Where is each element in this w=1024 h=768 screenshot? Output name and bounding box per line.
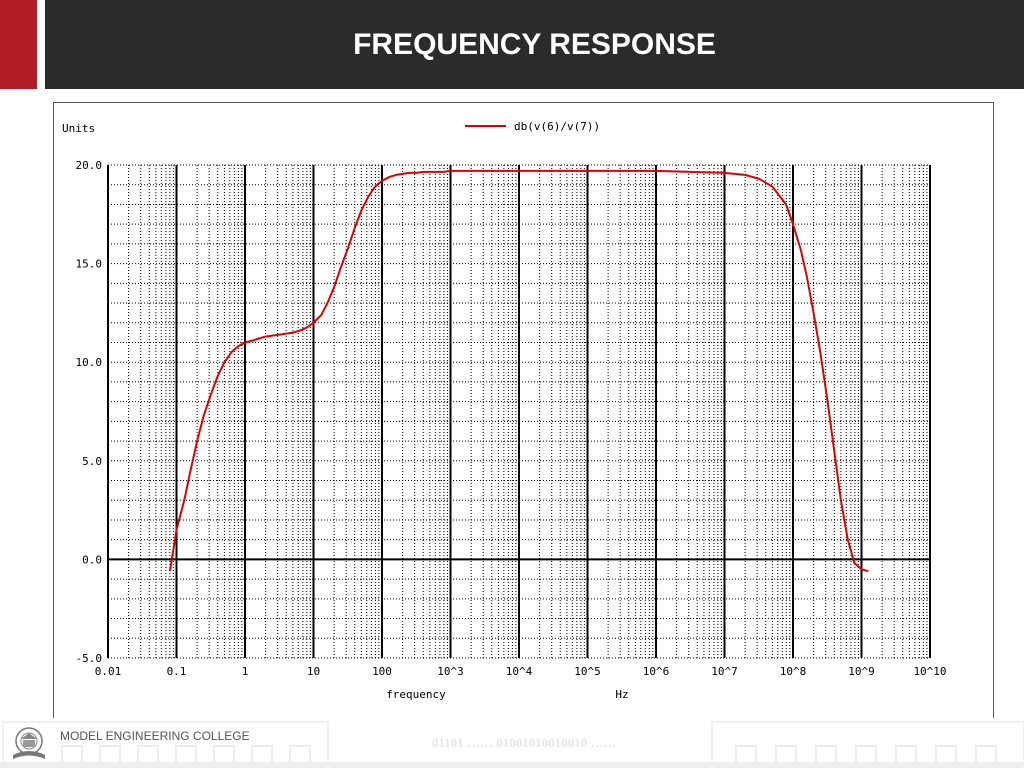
footer-binary-text: 01101 …… 01001010010010 …… bbox=[432, 735, 617, 750]
header-bar bbox=[45, 0, 1024, 89]
y-tick-label: 15.0 bbox=[76, 258, 103, 271]
trace-layer bbox=[168, 169, 869, 573]
x-axis-label: frequency bbox=[386, 688, 446, 701]
x-tick-label: 0.01 bbox=[95, 665, 122, 678]
x-tick-label: 10^7 bbox=[711, 665, 738, 678]
x-tick-label: 10^6 bbox=[643, 665, 670, 678]
plot-window: 0.01 0.1 1 10 100 10^3 10^4 10^5 10^6 10^7 10^8 10^… bbox=[53, 102, 994, 719]
x-tick-label: 10^10 bbox=[913, 665, 946, 678]
y-tick-label: 5.0 bbox=[82, 455, 102, 468]
x-axis-unit: Hz bbox=[615, 688, 628, 701]
x-tick-label: 10^8 bbox=[780, 665, 807, 678]
x-tick-label: 1 bbox=[242, 665, 249, 678]
college-name: MODEL ENGINEERING COLLEGE bbox=[60, 729, 250, 743]
footer: MODEL ENGINEERING COLLEGE 01101 …… 01001… bbox=[0, 718, 1024, 768]
header-accent-block bbox=[0, 0, 37, 89]
x-tick-label: 10^5 bbox=[574, 665, 601, 678]
page-title: FREQUENCY RESPONSE bbox=[353, 27, 716, 61]
series-line bbox=[168, 169, 869, 573]
legend-label: db(v(6)/v(7)) bbox=[514, 120, 600, 133]
y-tick-label: 10.0 bbox=[76, 356, 103, 369]
label-layer: 0.01 0.1 1 10 100 10^3 10^4 10^5 10^6 10^7 10^8 10^… bbox=[62, 120, 947, 701]
axis-layer bbox=[107, 165, 931, 658]
x-tick-label: 10^3 bbox=[437, 665, 464, 678]
college-logo-icon bbox=[13, 727, 45, 759]
x-tick-label: 100 bbox=[372, 665, 392, 678]
frequency-response-plot: 0.01 0.1 1 10 100 10^3 10^4 10^5 10^6 10^7 10^8 10^… bbox=[62, 120, 947, 701]
y-axis-label: Units bbox=[62, 122, 95, 135]
x-tick-label: 0.1 bbox=[167, 665, 187, 678]
x-tick-label: 10^9 bbox=[848, 665, 875, 678]
y-tick-label: -5.0 bbox=[76, 652, 103, 665]
y-tick-label: 0.0 bbox=[82, 553, 102, 566]
x-tick-label: 10^4 bbox=[506, 665, 533, 678]
x-tick-label: 10 bbox=[307, 665, 320, 678]
footer-strip bbox=[0, 762, 1024, 768]
y-tick-label: 20.0 bbox=[76, 159, 103, 172]
